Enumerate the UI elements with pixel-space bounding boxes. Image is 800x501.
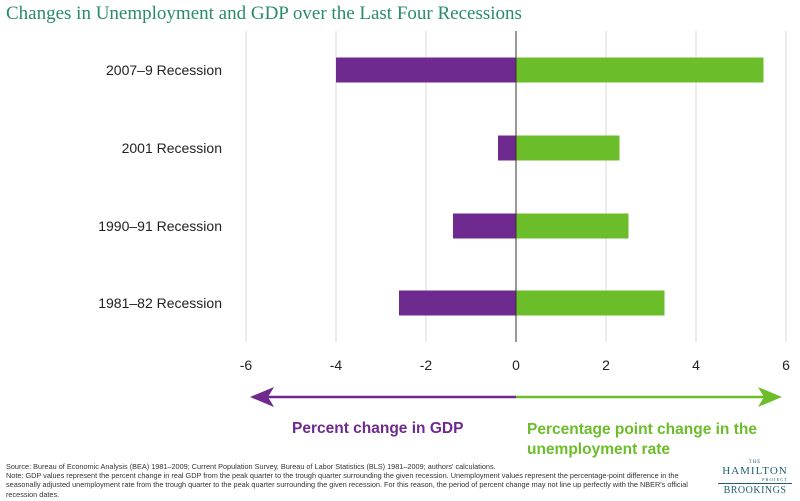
x-tick-label: -2 [420,357,433,373]
category-label: 1981–82 Recession [98,295,222,311]
x-tick-label: 0 [512,357,520,373]
logo-rule [718,483,792,484]
note-line: Note: GDP values represent the percent c… [6,471,688,499]
x-tick-label: 2 [602,357,610,373]
x-tick-label: 6 [782,357,790,373]
x-tick-label: -6 [240,357,253,373]
bar [516,135,620,161]
category-label: 1990–91 Recession [98,218,222,234]
logo-project: PROJECT [761,477,788,482]
logo-hamilton: HAMILTON [722,465,788,477]
unemployment-direction-label: Percentage point change in the unemploym… [527,421,757,458]
bar [336,57,516,83]
category-label: 2007–9 Recession [106,62,222,78]
gdp-direction-label: Percent change in GDP [292,420,464,437]
logo-the: THE [748,460,762,465]
bar [453,213,516,239]
source-line: Source: Bureau of Economic Analysis (BEA… [6,462,496,471]
category-label: 2001 Recession [122,140,222,156]
bar [399,290,516,316]
bar [516,290,665,316]
bar [516,57,764,83]
gdp-arrow-head [250,387,274,407]
bar [498,135,516,161]
x-tick-label: 4 [692,357,700,373]
unemployment-arrow-head [758,387,782,407]
bar [516,213,629,239]
x-tick-label: -4 [330,357,343,373]
logo-brookings: BROOKINGS [723,485,787,496]
hamilton-brookings-logo: THE HAMILTON PROJECT BROOKINGS [714,460,796,497]
chart-title: Changes in Unemployment and GDP over the… [6,3,522,24]
source-note: Source: Bureau of Economic Analysis (BEA… [6,462,696,499]
